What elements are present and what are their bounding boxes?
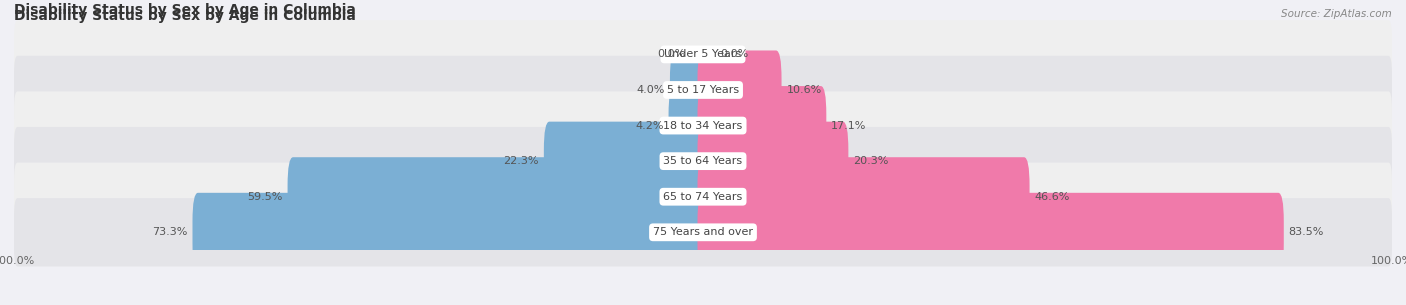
FancyBboxPatch shape [14,163,1392,231]
Text: 83.5%: 83.5% [1289,227,1324,237]
FancyBboxPatch shape [544,122,709,201]
FancyBboxPatch shape [669,51,709,130]
FancyBboxPatch shape [697,51,782,130]
Text: 35 to 64 Years: 35 to 64 Years [664,156,742,166]
Text: 59.5%: 59.5% [247,192,283,202]
Text: 0.0%: 0.0% [658,49,686,59]
FancyBboxPatch shape [697,86,827,165]
FancyBboxPatch shape [14,92,1392,160]
FancyBboxPatch shape [697,193,1284,272]
Text: 22.3%: 22.3% [503,156,538,166]
Text: Source: ZipAtlas.com: Source: ZipAtlas.com [1281,9,1392,19]
FancyBboxPatch shape [193,193,709,272]
Text: Disability Status by Sex by Age in Columbia: Disability Status by Sex by Age in Colum… [14,9,356,23]
Text: Disability Status by Sex by Age in Columbia: Disability Status by Sex by Age in Colum… [14,3,356,17]
Text: 18 to 34 Years: 18 to 34 Years [664,120,742,131]
Text: 17.1%: 17.1% [831,120,866,131]
FancyBboxPatch shape [697,122,848,201]
Text: 10.6%: 10.6% [786,85,821,95]
Text: 0.0%: 0.0% [720,49,748,59]
Text: 73.3%: 73.3% [152,227,187,237]
Text: 4.2%: 4.2% [636,120,664,131]
FancyBboxPatch shape [14,127,1392,195]
FancyBboxPatch shape [14,20,1392,88]
Text: 20.3%: 20.3% [853,156,889,166]
Text: 65 to 74 Years: 65 to 74 Years [664,192,742,202]
Text: 4.0%: 4.0% [637,85,665,95]
Text: 46.6%: 46.6% [1035,192,1070,202]
FancyBboxPatch shape [697,157,1029,236]
FancyBboxPatch shape [669,86,709,165]
FancyBboxPatch shape [14,198,1392,267]
FancyBboxPatch shape [288,157,709,236]
FancyBboxPatch shape [14,56,1392,124]
Text: 5 to 17 Years: 5 to 17 Years [666,85,740,95]
Text: 75 Years and over: 75 Years and over [652,227,754,237]
Text: Under 5 Years: Under 5 Years [665,49,741,59]
